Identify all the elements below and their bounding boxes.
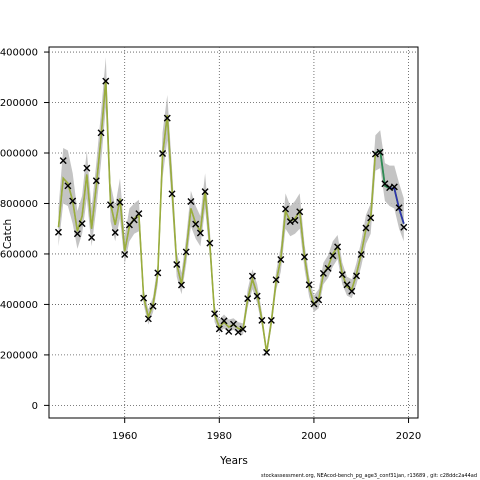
observed-points [54, 77, 408, 356]
observed-point [206, 239, 214, 247]
observed-point [69, 197, 77, 205]
observed-point [54, 228, 62, 236]
observed-point [296, 208, 304, 216]
grid-lines [49, 47, 418, 418]
observed-point [305, 281, 313, 289]
observed-point [277, 256, 285, 263]
observed-point [73, 230, 81, 238]
observed-point [154, 269, 162, 277]
observed-point [395, 204, 403, 212]
observed-point [376, 148, 384, 156]
observed-point [102, 77, 110, 85]
x-tick-label: 1980 [207, 431, 232, 442]
observed-point [116, 198, 124, 206]
y-axis-label: Catch [2, 219, 14, 249]
x-axis: 1960 1980 2000 2020 [112, 418, 421, 442]
observed-point [267, 316, 275, 324]
observed-point [130, 216, 138, 224]
observed-point [248, 272, 256, 280]
observed-point [230, 320, 237, 328]
y-tick-label: 1200000 [0, 98, 38, 109]
observed-point [88, 234, 96, 242]
observed-point [263, 348, 271, 356]
observed-point [196, 229, 204, 237]
y-tick-label: 0 [32, 401, 38, 412]
observed-point [64, 182, 72, 190]
observed-point [111, 229, 119, 236]
observed-point [300, 253, 308, 261]
y-tick-label: 200000 [0, 350, 38, 361]
observed-point [253, 292, 261, 300]
x-tick-label: 2020 [396, 431, 421, 442]
observed-point [282, 205, 290, 213]
observed-point [192, 220, 200, 228]
observed-point [234, 328, 242, 336]
observed-point [258, 316, 266, 324]
observed-point [324, 264, 332, 272]
observed-point [362, 224, 370, 232]
observed-point [168, 190, 176, 198]
x-axis-label: Years [219, 455, 248, 467]
observed-point [343, 281, 351, 289]
y-tick-label: 1400000 [0, 48, 38, 59]
observed-point [92, 177, 100, 185]
y-tick-label: 800000 [0, 199, 38, 210]
observed-point [244, 295, 252, 303]
observed-point [121, 250, 129, 258]
x-tick-label: 1960 [112, 431, 137, 442]
observed-point [272, 276, 280, 284]
footer-note: stockassessment.org, NEAcod-bench_pg_age… [261, 473, 477, 479]
observed-point [239, 325, 247, 333]
observed-point [173, 261, 181, 269]
observed-point [400, 223, 408, 231]
observed-point [177, 281, 185, 289]
y-tick-label: 600000 [0, 249, 38, 260]
observed-point [149, 302, 157, 310]
observed-point [329, 252, 337, 260]
observed-point [187, 197, 195, 205]
observed-point [144, 315, 152, 323]
observed-point [159, 150, 167, 157]
observed-point [97, 129, 105, 137]
observed-point [338, 271, 346, 279]
y-tick-label: 400000 [0, 300, 38, 311]
observed-point [357, 250, 365, 258]
observed-point [211, 310, 219, 318]
y-axis: 0 200000 400000 600000 800000 1000000 1200000 1… [0, 48, 49, 412]
observed-point [83, 164, 91, 172]
observed-point [371, 150, 379, 158]
observed-point [140, 294, 148, 302]
observed-point [220, 317, 228, 325]
observed-point [215, 325, 223, 333]
observed-point [182, 248, 190, 256]
observed-point [107, 201, 114, 209]
x-tick-label: 2000 [301, 431, 326, 442]
observed-point [315, 296, 323, 304]
observed-point [353, 272, 360, 280]
observed-point [135, 210, 143, 218]
y-tick-label: 1000000 [0, 149, 38, 160]
observed-point [201, 188, 209, 196]
observed-point [78, 220, 86, 228]
observed-point [334, 243, 342, 251]
plot-frame [48, 46, 419, 419]
observed-point [390, 183, 398, 191]
observed-point [59, 157, 67, 165]
observed-point [348, 287, 356, 295]
observed-point [291, 216, 299, 224]
observed-point [225, 327, 233, 335]
observed-point [163, 114, 171, 122]
observed-point [367, 214, 375, 222]
